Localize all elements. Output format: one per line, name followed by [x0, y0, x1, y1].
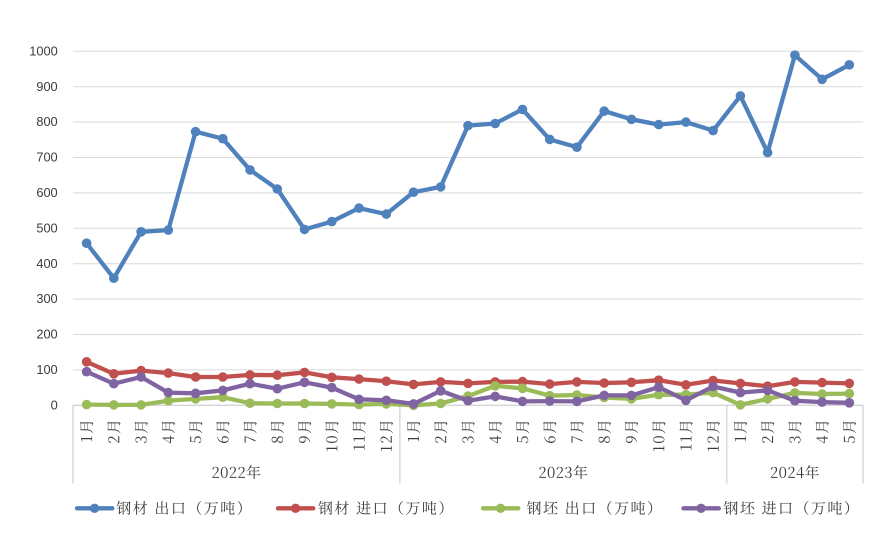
svg-text:300: 300 [36, 291, 57, 306]
svg-text:900: 900 [36, 79, 57, 94]
svg-text:700: 700 [36, 150, 57, 165]
svg-text:400: 400 [36, 256, 57, 271]
svg-text:100: 100 [36, 362, 57, 377]
svg-text:800: 800 [36, 114, 57, 129]
svg-text:200: 200 [36, 327, 57, 342]
svg-text:500: 500 [36, 220, 57, 235]
svg-text:1000: 1000 [29, 43, 57, 58]
svg-text:0: 0 [51, 397, 58, 412]
svg-text:600: 600 [36, 185, 57, 200]
